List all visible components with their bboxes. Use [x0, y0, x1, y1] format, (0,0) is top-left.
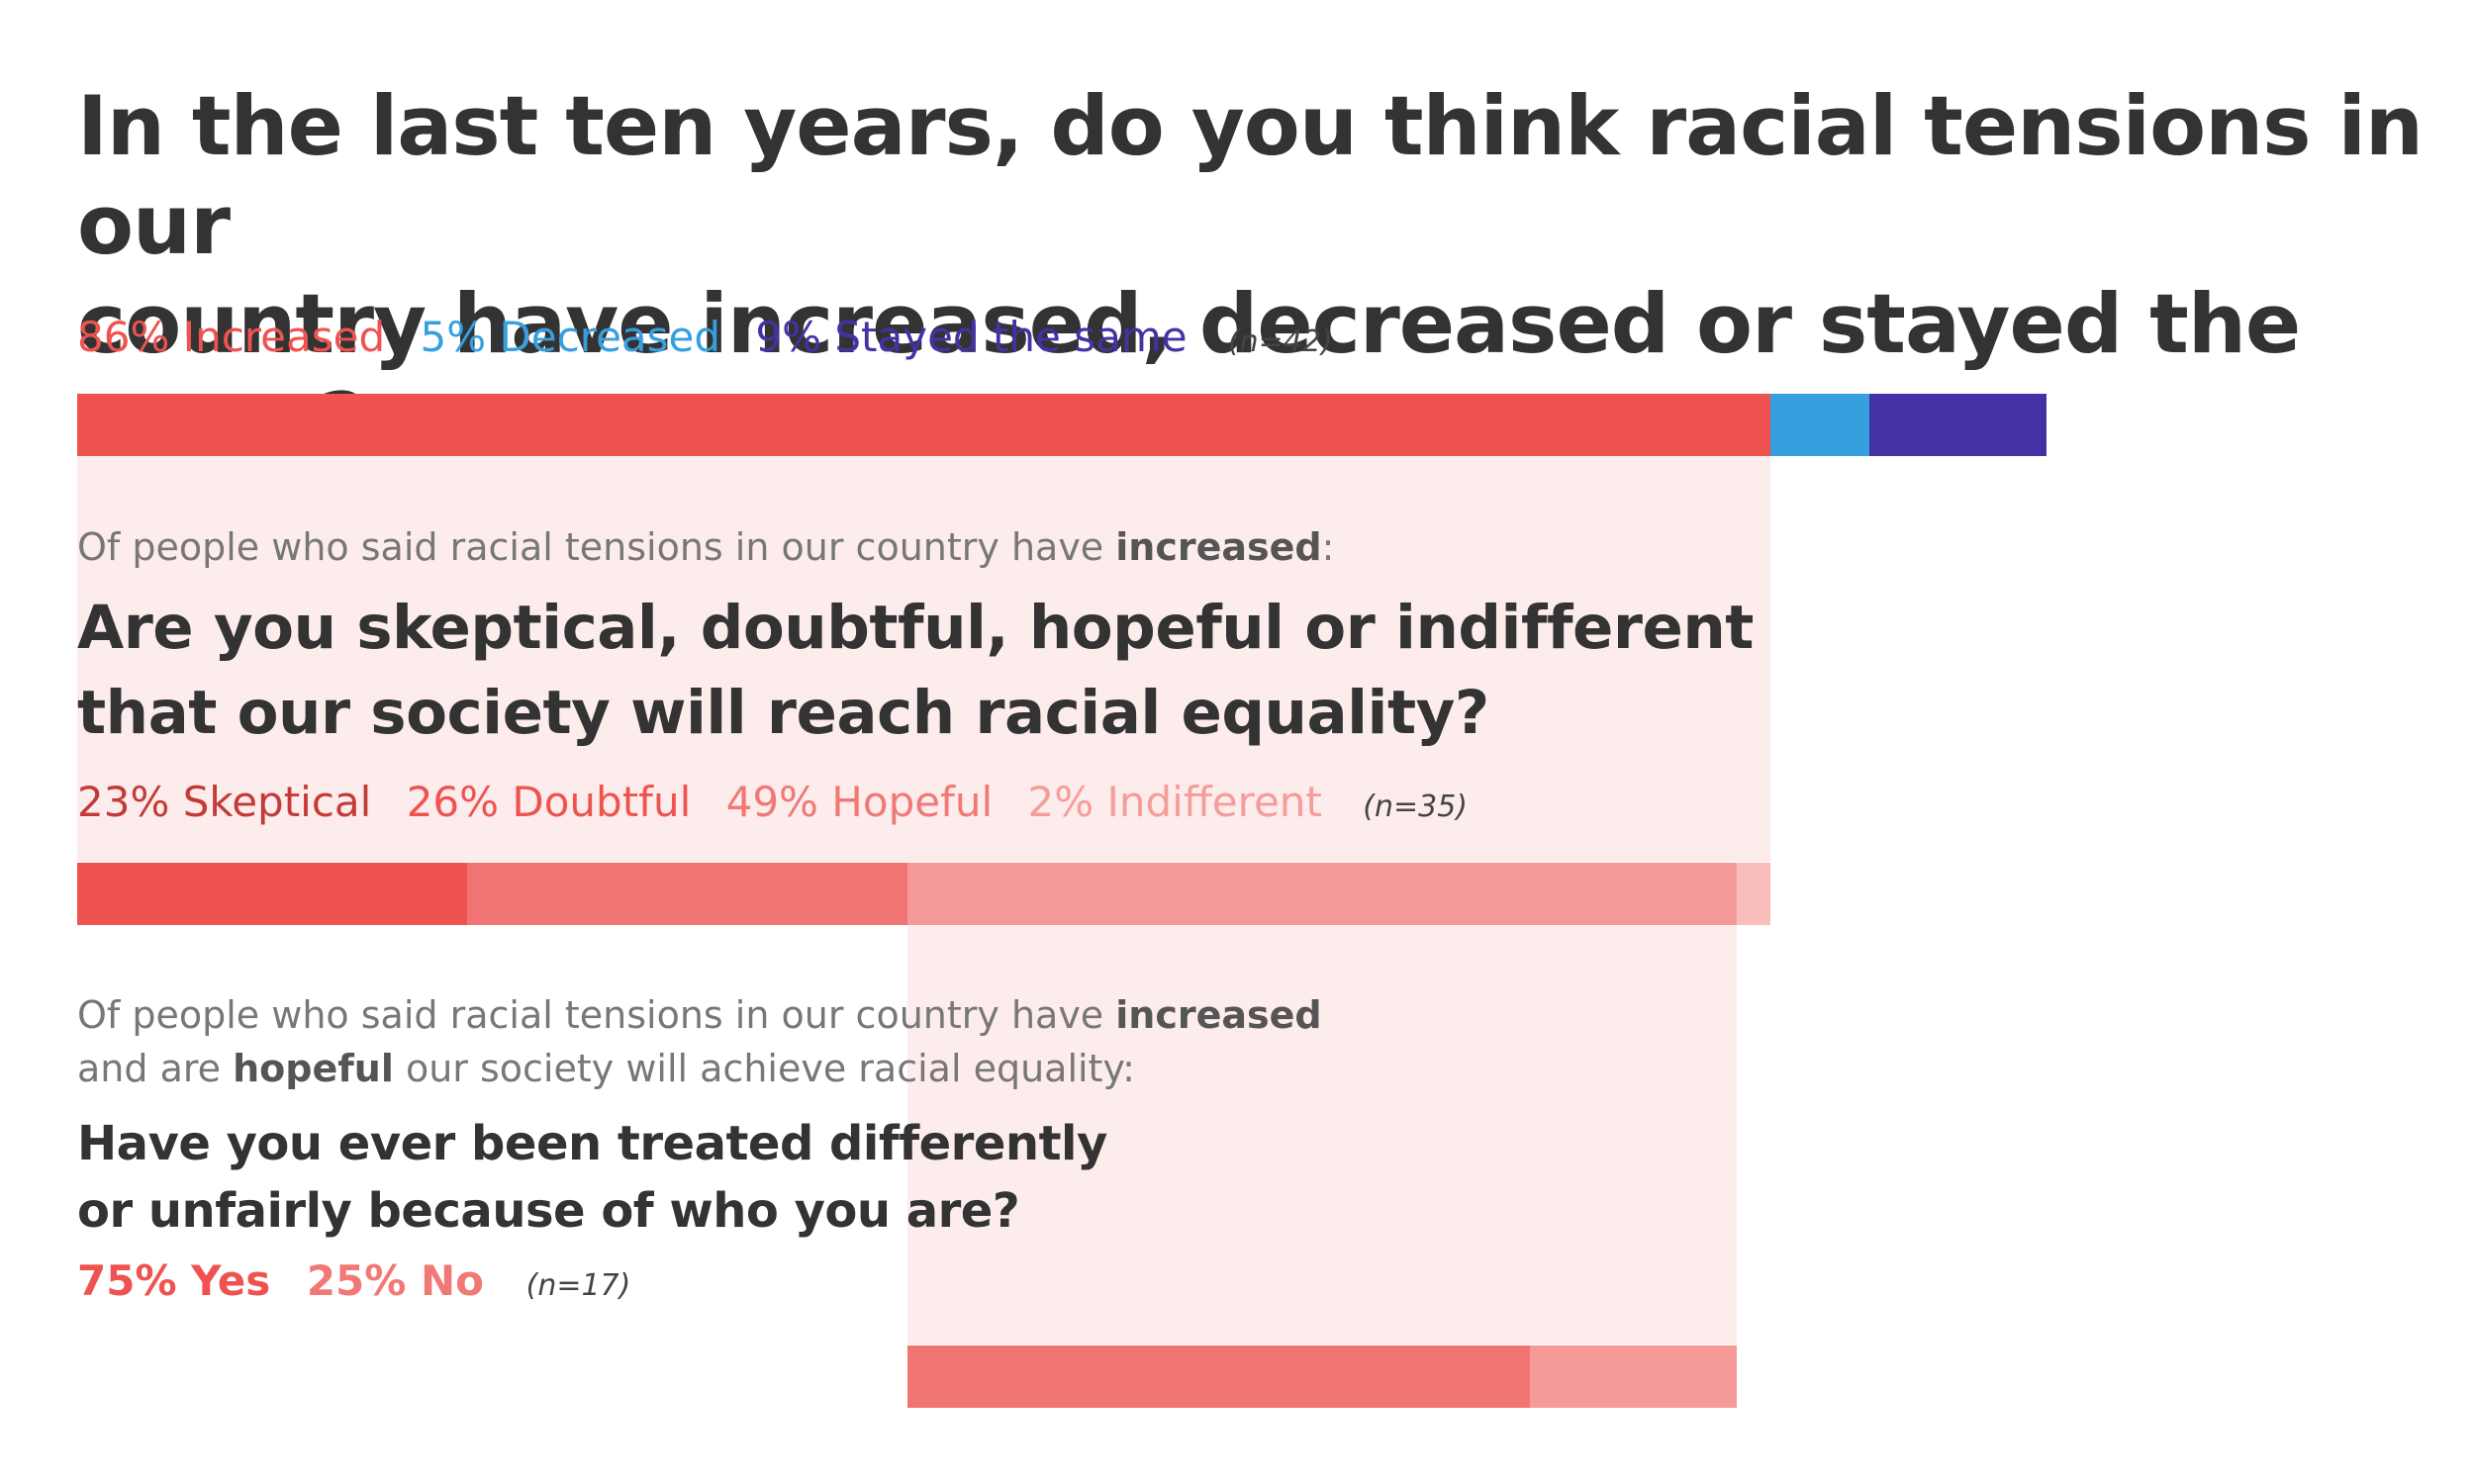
bar-segment-indifferent — [1737, 863, 1771, 925]
q3-question-line: or unfairly because of who you are? — [77, 1183, 1020, 1239]
q2-question-line: Are you skeptical, doubtful, hopeful or … — [77, 593, 1754, 663]
chart-title-line: In the last ten years, do you think raci… — [77, 78, 2424, 273]
q3-intro: Of people who said racial tensions in ou… — [77, 988, 1322, 1095]
q1-stacked-bar — [77, 394, 2046, 456]
legend-indifferent: 2% Indifferent — [1027, 778, 1322, 826]
q2-legend: 23% Skeptical 26% Doubtful 49% Hopeful 2… — [77, 778, 1489, 832]
drilldown-panel-hopeful — [906, 924, 1738, 1345]
q1-sample-size: (n=42) — [1227, 325, 1333, 359]
bar-segment-hopeful — [906, 863, 1738, 925]
q1-legend: 86% Increased 5% Decreased 9% Stayed the… — [77, 313, 1355, 367]
q3-intro-line1-bold: increased — [1115, 993, 1322, 1037]
q3-legend: 75% Yes 25% No (n=17) — [77, 1256, 652, 1311]
drilldown-panel-increased — [77, 456, 1771, 862]
q2-intro-text: Of people who said racial tensions in ou… — [77, 525, 1116, 569]
q3-intro-line2-bold: hopeful — [233, 1047, 394, 1090]
q3-question-line: Have you ever been treated differently — [77, 1116, 1107, 1171]
q2-question: Are you skeptical, doubtful, hopeful or … — [77, 586, 1754, 756]
q2-intro-bold: increased — [1115, 525, 1322, 569]
q3-intro-line2-suffix: our society will achieve racial equality… — [393, 1047, 1135, 1090]
chart-title: In the last ten years, do you think raci… — [77, 77, 2452, 473]
legend-hopeful: 49% Hopeful — [725, 778, 994, 826]
q3-intro-line2-prefix: and are — [77, 1047, 234, 1090]
q2-intro-suffix: : — [1321, 525, 1335, 569]
legend-yes: 75% Yes — [77, 1256, 271, 1305]
q3-intro-line1-text: Of people who said racial tensions in ou… — [77, 993, 1116, 1037]
q2-intro: Of people who said racial tensions in ou… — [77, 520, 1334, 574]
q3-sample-size: (n=17) — [525, 1268, 631, 1303]
bar-segment-stayed-the-same — [1868, 394, 2046, 456]
q3-stacked-bar — [906, 1345, 1738, 1408]
bar-segment-no — [1529, 1345, 1738, 1408]
q2-question-line: that our society will reach racial equal… — [77, 678, 1489, 748]
bar-segment-increased — [77, 394, 1771, 456]
legend-increased: 86% Increased — [77, 313, 386, 361]
q2-stacked-bar — [77, 863, 1771, 925]
bar-segment-decreased — [1770, 394, 1869, 456]
legend-doubtful: 26% Doubtful — [406, 778, 692, 826]
legend-decreased: 5% Decreased — [420, 313, 721, 361]
legend-skeptical: 23% Skeptical — [77, 778, 372, 826]
bar-segment-yes — [906, 1345, 1530, 1408]
q3-question: Have you ever been treated differently o… — [77, 1110, 1107, 1245]
chart-title-line: country have increased, decreased or sta… — [77, 276, 2301, 471]
bar-segment-skeptical — [77, 863, 467, 925]
legend-stayed-the-same: 9% Stayed the same — [755, 313, 1188, 361]
bar-segment-doubtful — [466, 863, 907, 925]
q2-sample-size: (n=35) — [1363, 789, 1468, 824]
legend-no: 25% No — [306, 1256, 484, 1305]
